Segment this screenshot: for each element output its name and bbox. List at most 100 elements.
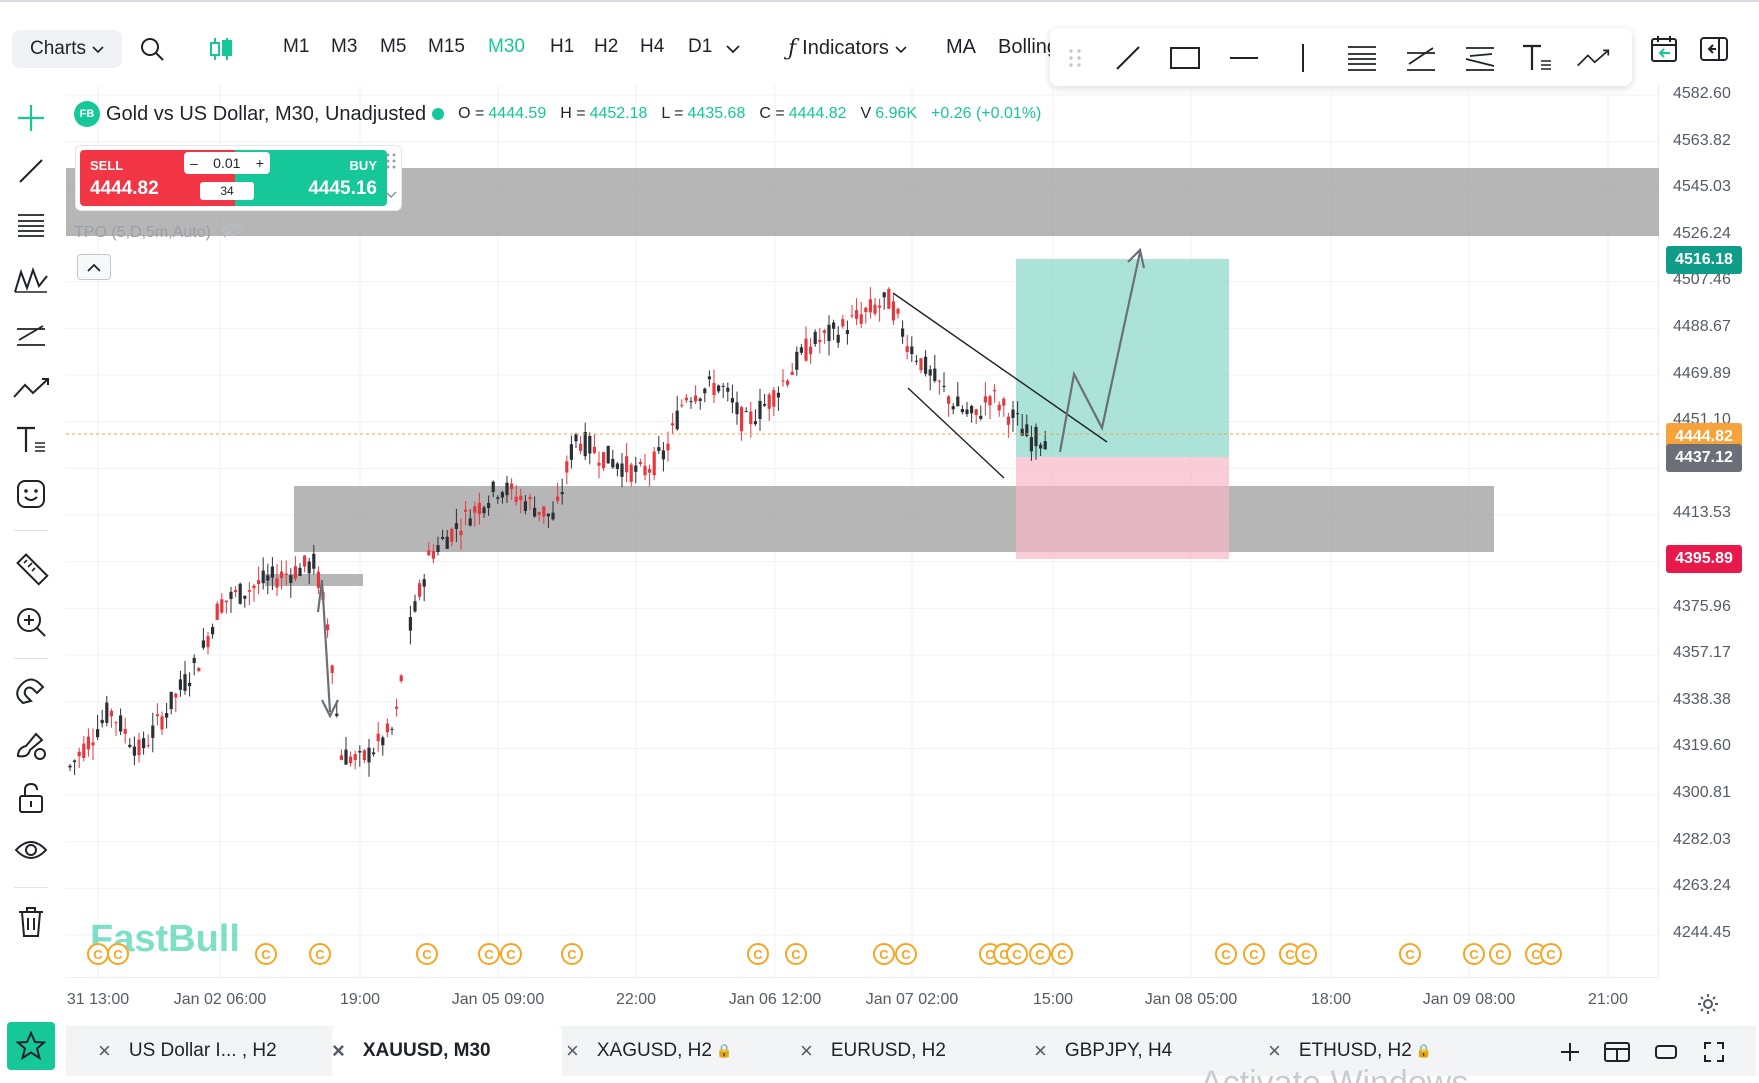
chart-tab[interactable]: × XAUUSD, M30 <box>332 1026 562 1076</box>
unlock-icon[interactable] <box>12 779 50 817</box>
rectangle-icon[interactable] <box>1168 41 1202 75</box>
path-tool-icon[interactable] <box>12 369 50 407</box>
economic-event-icon[interactable]: C <box>478 943 500 965</box>
indicators-button[interactable]: ƒ Indicators <box>788 36 907 61</box>
crosshair-icon[interactable] <box>12 99 50 137</box>
economic-event-icon[interactable]: C <box>1243 943 1265 965</box>
small-zone <box>265 574 363 586</box>
economic-event-icon[interactable]: C <box>1540 943 1562 965</box>
economic-event-icon[interactable]: C <box>1489 943 1511 965</box>
timeframe-m5[interactable]: M5 <box>380 36 407 57</box>
timeframe-m30[interactable]: M30 <box>488 36 525 57</box>
quantity-value[interactable]: 0.01 <box>213 155 241 171</box>
text-tool-icon[interactable] <box>12 421 50 459</box>
watchlist-button[interactable] <box>7 1022 55 1070</box>
candlestick-type-icon[interactable] <box>205 33 237 65</box>
economic-event-icon[interactable]: C <box>1463 943 1485 965</box>
trend-line-icon[interactable] <box>12 152 50 190</box>
timeframe-h2[interactable]: H2 <box>594 36 619 57</box>
parallel-channel-icon[interactable] <box>1404 41 1438 75</box>
economic-event-icon[interactable]: C <box>416 943 438 965</box>
economic-event-icon[interactable]: C <box>1006 943 1028 965</box>
timeframe-d1[interactable]: D1 <box>688 36 713 57</box>
brush-settings-icon[interactable] <box>12 726 50 764</box>
economic-event-icon[interactable]: C <box>107 943 129 965</box>
close-icon[interactable]: × <box>1268 1038 1281 1063</box>
economic-event-icon[interactable]: C <box>500 943 522 965</box>
close-icon[interactable]: × <box>800 1038 813 1063</box>
ruler-icon[interactable] <box>12 549 50 587</box>
economic-event-icon[interactable]: C <box>1029 943 1051 965</box>
ma-indicator-button[interactable]: MA <box>946 36 976 58</box>
search-icon[interactable] <box>136 33 168 65</box>
tpo-indicator-label[interactable]: TPO (5,D,5m,Auto) <box>74 222 243 243</box>
drag-handle-icon[interactable] <box>1058 41 1092 75</box>
window-icon[interactable] <box>1650 1036 1682 1068</box>
economic-event-icon[interactable]: C <box>1215 943 1237 965</box>
zoom-in-icon[interactable] <box>12 603 50 641</box>
charts-menu-button[interactable]: Charts <box>12 30 122 68</box>
candle-body <box>362 750 366 761</box>
economic-event-icon[interactable]: C <box>873 943 895 965</box>
close-icon[interactable]: × <box>98 1038 111 1063</box>
fullscreen-icon[interactable] <box>1698 1036 1730 1068</box>
parallel-channel-icon[interactable] <box>12 315 50 353</box>
economic-event-icon[interactable]: C <box>87 943 109 965</box>
trash-icon[interactable] <box>12 903 50 941</box>
collapse-panel-icon[interactable] <box>1697 32 1731 66</box>
eye-hidden-icon[interactable] <box>220 222 243 243</box>
horizontal-line-icon[interactable] <box>1227 41 1261 75</box>
chart-tab[interactable]: × EURUSD, H2 <box>800 1026 1030 1076</box>
chart-tab[interactable]: × GBPJPY, H4 <box>1034 1026 1264 1076</box>
chart-tab[interactable]: × ETHUSD, H2 🔒 <box>1268 1026 1498 1076</box>
calendar-icon[interactable] <box>1647 32 1681 66</box>
timeframe-h4[interactable]: H4 <box>640 36 665 57</box>
time-axis[interactable]: 31 13:00 Jan 02 06:00 19:00 Jan 05 09:00 22:… <box>66 985 1659 1019</box>
time-label: Jan 06 12:00 <box>728 991 822 1008</box>
eye-visibility-icon[interactable] <box>12 831 50 869</box>
layout-grid-icon[interactable] <box>1601 1036 1633 1068</box>
bollinger-indicator-button[interactable]: Bolling <box>998 36 1050 58</box>
economic-event-icon[interactable]: C <box>309 943 331 965</box>
economic-event-icon[interactable]: C <box>1051 943 1073 965</box>
chevron-down-icon[interactable] <box>717 33 749 65</box>
decrease-quantity-button[interactable]: – <box>190 155 198 171</box>
text-tool-icon[interactable] <box>1520 41 1554 75</box>
path-tool-icon[interactable] <box>1576 41 1610 75</box>
chart-tab[interactable]: × XAGUSD, H2 🔒 <box>566 1026 796 1076</box>
trend-line-icon[interactable] <box>1111 41 1145 75</box>
gear-icon[interactable] <box>1692 988 1724 1020</box>
timeframe-m15[interactable]: M15 <box>428 36 465 57</box>
chart-tab[interactable]: × US Dollar I... , H2 <box>98 1026 328 1076</box>
fib-retracement-icon[interactable] <box>1345 41 1379 75</box>
drag-handle-icon[interactable] <box>385 152 397 175</box>
close-icon[interactable]: × <box>1034 1038 1047 1063</box>
symbol-title[interactable]: Gold vs US Dollar, M30, Unadjusted <box>106 102 427 125</box>
quantity-stepper[interactable]: – 0.01 + <box>184 152 270 174</box>
fib-retracement-icon[interactable] <box>12 206 50 244</box>
close-icon[interactable]: × <box>566 1038 579 1063</box>
economic-event-icon[interactable]: C <box>561 943 583 965</box>
pattern-icon[interactable] <box>12 261 50 299</box>
economic-event-icon[interactable]: C <box>1295 943 1317 965</box>
price-axis[interactable]: 4582.60 4563.82 4545.03 4526.24 4507.46 4488.… <box>1659 85 1759 978</box>
add-tab-icon[interactable] <box>1554 1036 1586 1068</box>
charts-label: Charts <box>30 38 86 59</box>
vertical-line-icon[interactable] <box>1286 41 1320 75</box>
economic-event-icon[interactable]: C <box>785 943 807 965</box>
emoji-sticker-icon[interactable] <box>12 475 50 513</box>
magnet-icon[interactable] <box>12 674 50 712</box>
timeframe-m1[interactable]: M1 <box>283 36 310 57</box>
increase-quantity-button[interactable]: + <box>255 155 264 171</box>
economic-event-icon[interactable]: C <box>255 943 277 965</box>
economic-event-icon[interactable]: C <box>747 943 769 965</box>
close-icon[interactable]: × <box>332 1038 345 1063</box>
collapse-indicators-button[interactable] <box>77 254 111 280</box>
price-chart[interactable] <box>66 85 1659 978</box>
timeframe-m3[interactable]: M3 <box>331 36 358 57</box>
economic-event-icon[interactable]: C <box>895 943 917 965</box>
chevron-down-icon[interactable] <box>385 186 397 204</box>
fib-fan-icon[interactable] <box>1463 41 1497 75</box>
timeframe-h1[interactable]: H1 <box>550 36 575 57</box>
economic-event-icon[interactable]: C <box>1399 943 1421 965</box>
